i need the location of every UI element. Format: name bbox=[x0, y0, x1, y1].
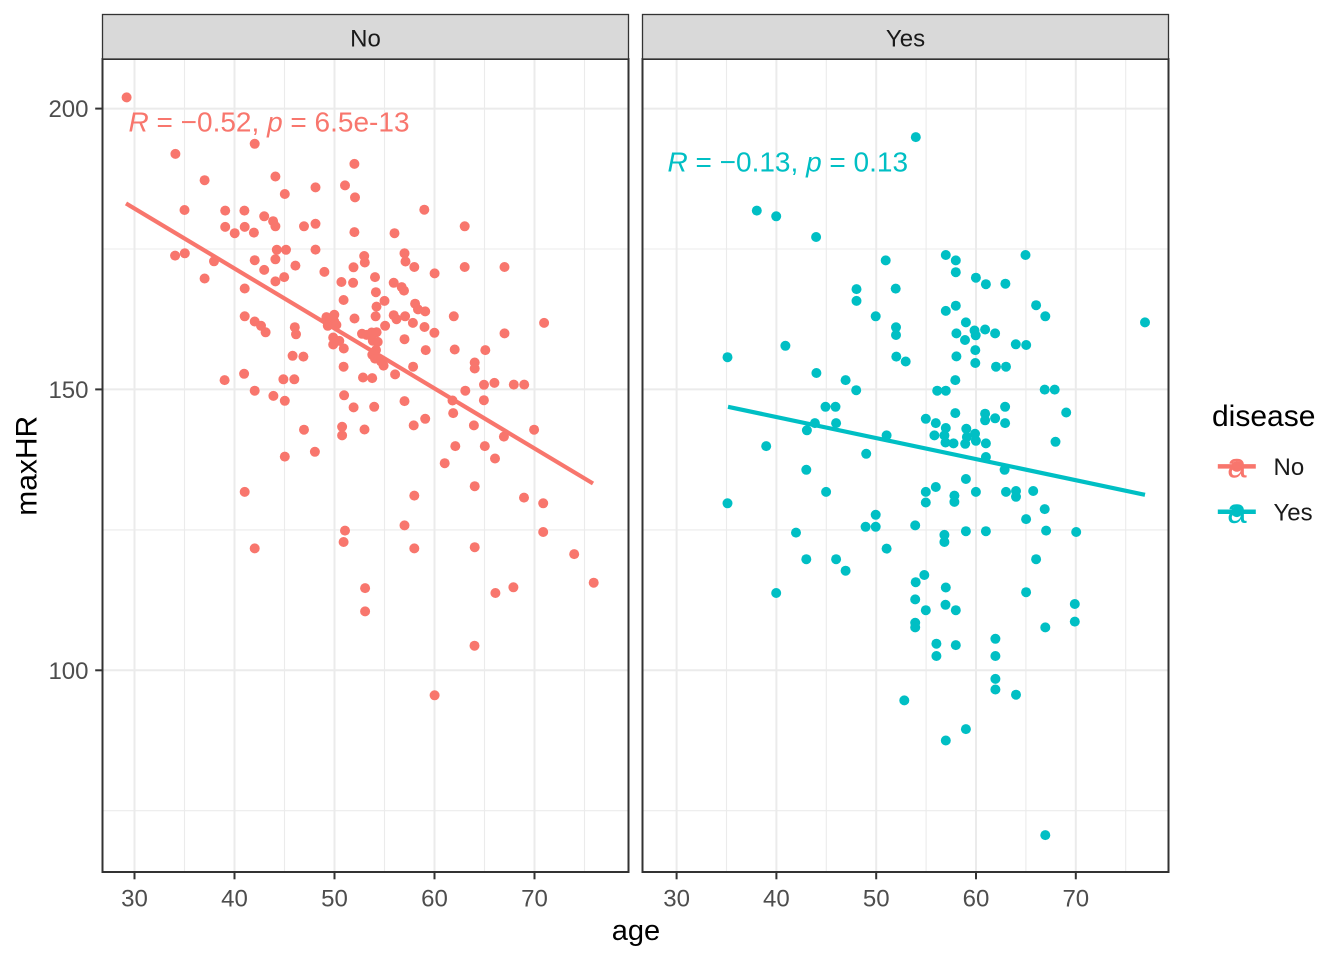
svg-text:R = −0.52, p = 6.5e-13: R = −0.52, p = 6.5e-13 bbox=[129, 106, 410, 137]
svg-text:40: 40 bbox=[763, 886, 790, 913]
svg-text:Yes: Yes bbox=[1274, 499, 1313, 526]
svg-text:150: 150 bbox=[48, 377, 88, 404]
svg-text:a: a bbox=[1227, 492, 1247, 531]
svg-text:70: 70 bbox=[521, 886, 548, 913]
svg-text:40: 40 bbox=[221, 886, 248, 913]
svg-text:50: 50 bbox=[863, 886, 890, 913]
svg-text:100: 100 bbox=[48, 658, 88, 685]
svg-text:No: No bbox=[1274, 454, 1305, 481]
svg-text:60: 60 bbox=[963, 886, 990, 913]
svg-text:60: 60 bbox=[421, 886, 448, 913]
svg-text:30: 30 bbox=[121, 886, 148, 913]
svg-text:R = −0.13, p = 0.13: R = −0.13, p = 0.13 bbox=[668, 147, 909, 178]
svg-text:30: 30 bbox=[663, 886, 690, 913]
svg-text:50: 50 bbox=[321, 886, 348, 913]
svg-text:70: 70 bbox=[1062, 886, 1089, 913]
svg-text:200: 200 bbox=[48, 96, 88, 123]
svg-text:maxHR: maxHR bbox=[11, 416, 44, 516]
svg-text:age: age bbox=[612, 915, 660, 947]
svg-text:disease: disease bbox=[1212, 400, 1315, 433]
svg-text:a: a bbox=[1227, 447, 1247, 486]
svg-text:Yes: Yes bbox=[886, 26, 925, 53]
svg-text:No: No bbox=[350, 26, 381, 53]
